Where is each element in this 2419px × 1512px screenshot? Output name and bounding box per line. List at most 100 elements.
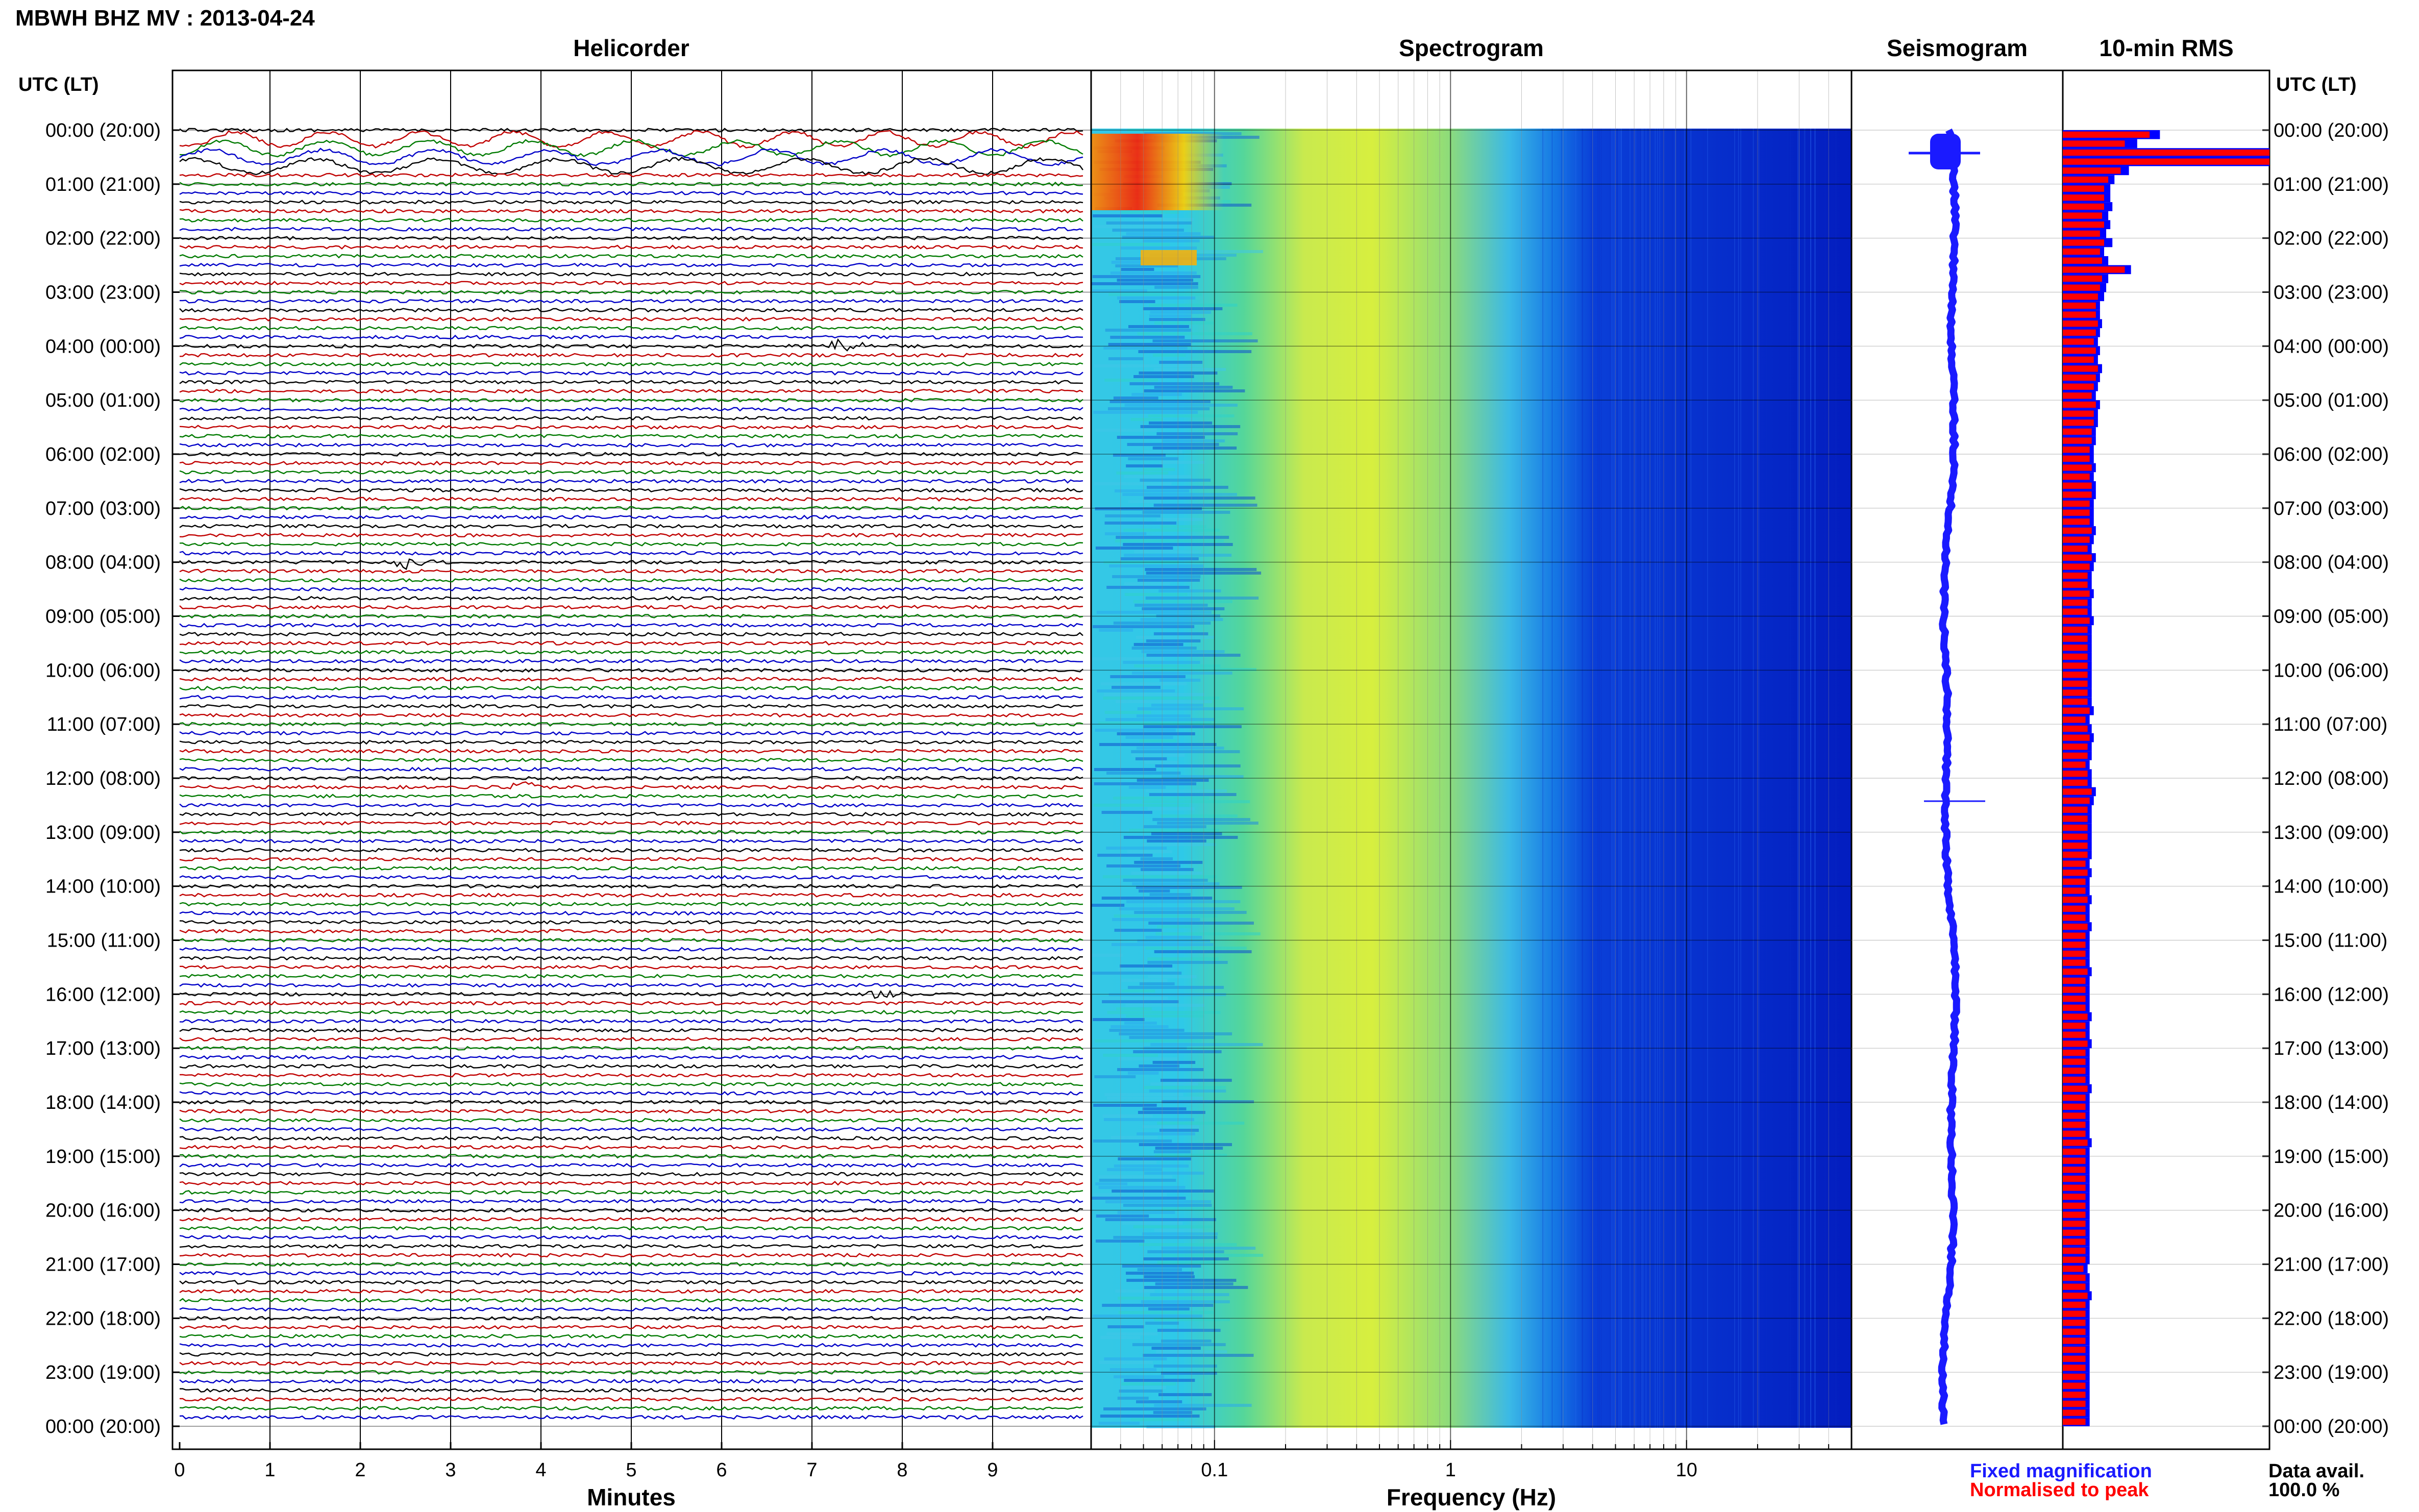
spectrogram-band	[1144, 389, 1245, 392]
rms-bar-normalised	[2063, 1256, 2086, 1263]
spectrogram-band	[1121, 979, 1168, 982]
rms-bar-normalised	[2063, 914, 2086, 921]
spectrogram-band	[1147, 957, 1219, 960]
spectrogram-band	[1133, 375, 1194, 378]
spectrogram-band	[1104, 379, 1158, 382]
rms-bar-normalised	[2063, 1013, 2088, 1020]
spectrogram-band	[1103, 346, 1188, 350]
spectrogram-band	[1095, 507, 1202, 510]
helicorder-trace-line	[179, 308, 1083, 313]
spectrogram-band	[1135, 757, 1167, 760]
spectrogram-band	[1153, 368, 1226, 371]
spectrogram-band	[1131, 754, 1185, 757]
spectrogram-band	[1149, 318, 1205, 321]
helicorder-panel: 0 1 2 3 4 5 6 7 8 9	[171, 69, 1092, 1481]
helicorder-trace-line	[179, 1145, 1083, 1150]
spectrogram-band	[1154, 286, 1198, 289]
spectrogram-band	[1121, 1382, 1176, 1385]
rms-bar-normalised	[2063, 1031, 2086, 1038]
spectrogram-band	[1121, 211, 1179, 214]
spectrogram-band	[1161, 1372, 1217, 1375]
rms-bar-normalised	[2063, 554, 2092, 561]
helicorder-trace-line	[179, 316, 1083, 322]
spectrogram-band	[1117, 436, 1205, 439]
helicorder-trace-line	[179, 1162, 1083, 1168]
rms-bar-normalised	[2063, 905, 2086, 912]
helicorder-trace-line	[179, 920, 1083, 925]
helicorder-trace-line	[179, 1055, 1083, 1060]
spectrogram-band	[1096, 611, 1212, 614]
spectrogram-band	[1103, 697, 1220, 700]
spectrogram-band	[1154, 1404, 1252, 1407]
spectrogram-band	[1102, 875, 1217, 878]
rms-bar-normalised	[2063, 284, 2100, 291]
spectrogram-band	[1113, 1236, 1218, 1239]
rms-bar-normalised	[2063, 1085, 2088, 1092]
helicorder-trace-line	[179, 578, 1083, 583]
time-label-right: 13:00 (09:00)	[2274, 822, 2389, 844]
spectrogram-band	[1150, 311, 1212, 314]
spectrogram-band	[1146, 1425, 1216, 1428]
time-label-left: 03:00 (23:00)	[45, 282, 161, 304]
helicorder-trace-line	[179, 497, 1083, 502]
spectrogram-tick-label: 1	[1445, 1459, 1456, 1481]
helicorder-trace-line	[179, 1001, 1083, 1006]
seismogram-trace	[1938, 128, 1960, 1425]
spectrogram-band	[1103, 1054, 1158, 1057]
helicorder-trace-line	[179, 157, 1083, 176]
spectrogram-band	[1128, 986, 1224, 989]
helicorder-trace-line	[179, 937, 1083, 943]
spectrogram-band	[1100, 997, 1168, 1000]
spectrogram-band	[1105, 1218, 1216, 1221]
spectrogram-band	[1095, 729, 1176, 732]
helicorder-trace-line	[179, 1415, 1083, 1420]
spectrogram-band	[1143, 1257, 1229, 1260]
helicorder-trace-line	[179, 506, 1083, 511]
spectrogram-band	[1117, 1211, 1175, 1214]
time-label-right: 14:00 (10:00)	[2274, 876, 2389, 898]
rms-bar-normalised	[2063, 797, 2090, 804]
helicorder-trace-line	[179, 514, 1083, 519]
time-label-left: 20:00 (16:00)	[45, 1200, 161, 1222]
time-label-left: 14:00 (10:00)	[45, 876, 161, 898]
spectrogram-band	[1104, 522, 1177, 525]
spectrogram-band	[1154, 321, 1214, 325]
spectrogram-band	[1110, 1025, 1169, 1028]
spectrogram-band	[1095, 429, 1157, 432]
time-label-right: 02:00 (22:00)	[2274, 228, 2389, 250]
spectrogram-band	[1123, 529, 1220, 532]
spectrogram-band	[1118, 968, 1175, 971]
helicorder-trace-line	[179, 1226, 1083, 1231]
rms-bar-normalised	[2063, 491, 2092, 498]
rms-bar-normalised	[2063, 167, 2121, 174]
rms-bar-normalised	[2063, 1040, 2088, 1047]
spectrogram-band	[1119, 1032, 1232, 1035]
time-label-left: 04:00 (00:00)	[45, 336, 161, 357]
spectrogram-band	[1141, 650, 1225, 653]
spectrogram-band	[1140, 618, 1223, 621]
seismogram-panel	[1850, 69, 2064, 1450]
helicorder-trace-line	[179, 208, 1083, 214]
spectrogram-band	[1093, 1139, 1172, 1143]
spectrogram-tick-label: 10	[1676, 1459, 1697, 1481]
helicorder-trace-line	[179, 1135, 1083, 1141]
spectrogram-band	[1124, 1379, 1195, 1382]
spectrogram-band	[1143, 843, 1216, 846]
spectrogram-band	[1141, 1300, 1230, 1303]
spectrogram-band	[1149, 793, 1237, 796]
spectrogram-band	[1131, 647, 1197, 650]
rms-bar-normalised	[2063, 275, 2102, 282]
plot-title: MBWH BHZ MV : 2013-04-24	[15, 6, 315, 31]
rms-bar-normalised	[2063, 1148, 2086, 1155]
helicorder-trace-line	[179, 883, 1083, 889]
spectrogram-band	[1144, 1047, 1187, 1050]
helicorder-trace-line	[179, 803, 1083, 808]
spectrogram-band	[1144, 497, 1255, 500]
spectrogram-band	[1152, 339, 1258, 342]
seismogram-spike	[1930, 134, 1961, 169]
rms-bar-normalised	[2063, 1220, 2086, 1227]
rms-bar-normalised	[2063, 779, 2088, 786]
rms-panel	[2062, 69, 2270, 1450]
spectrogram-band	[1093, 804, 1190, 807]
helicorder-trace-line	[179, 964, 1083, 970]
